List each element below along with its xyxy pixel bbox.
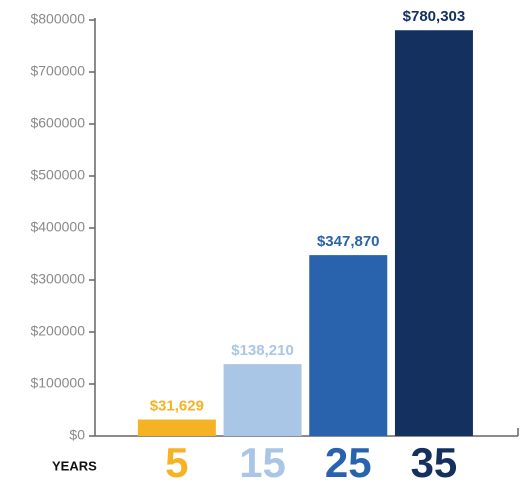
value-label: $138,210 — [231, 342, 294, 359]
value-label: $347,870 — [317, 233, 380, 250]
y-tick-label: $0 — [69, 427, 85, 443]
y-tick-label: $500000 — [30, 167, 85, 183]
x-tick-label: 35 — [411, 439, 458, 486]
value-label: $780,303 — [403, 8, 466, 25]
y-tick-label: $600000 — [30, 115, 85, 131]
y-tick-label: $200000 — [30, 323, 85, 339]
y-tick-label: $300000 — [30, 271, 85, 287]
x-tick-label: 25 — [325, 439, 372, 486]
value-label: $31,629 — [150, 398, 204, 415]
x-tick-label: 5 — [165, 439, 188, 486]
x-axis-label: YEARS — [52, 458, 97, 473]
y-tick-label: $700000 — [30, 63, 85, 79]
bar — [309, 255, 388, 436]
y-tick-label: $100000 — [30, 375, 85, 391]
x-tick-label: 15 — [239, 439, 286, 486]
bar — [223, 364, 302, 436]
bar — [394, 30, 473, 437]
y-tick-label: $800000 — [30, 11, 85, 27]
y-tick-label: $400000 — [30, 219, 85, 235]
bar — [137, 419, 216, 436]
